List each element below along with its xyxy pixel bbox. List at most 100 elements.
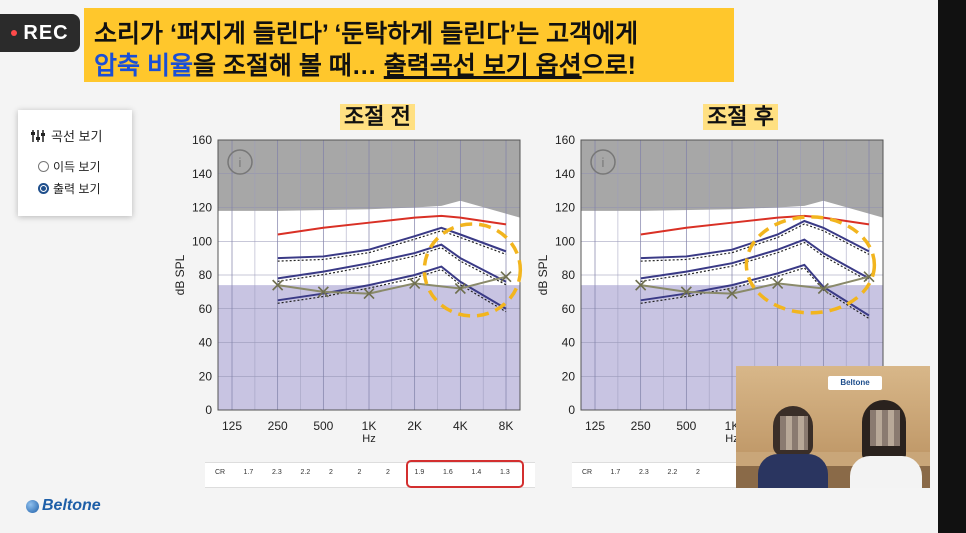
beltone-globe-icon (26, 499, 39, 513)
cr-cell: 2 (386, 469, 390, 476)
y-axis-label: dB SPL (536, 254, 550, 295)
y-tick-label: 80 (562, 268, 576, 282)
presenter-left (758, 406, 828, 488)
y-tick-label: 100 (555, 234, 575, 248)
chart-title-before: 조절 전 (340, 104, 415, 130)
presenter-camera-overlay: Beltone (736, 366, 930, 488)
threshold-marker (272, 279, 284, 291)
banner-text-mid: 을 조절해 볼 때… (192, 52, 384, 80)
threshold-marker (817, 282, 829, 295)
x-tick-label: 1K (725, 419, 740, 433)
y-tick-label: 20 (562, 369, 576, 383)
footer-beltone-logo: Beltone (26, 497, 101, 515)
cr-cell: 2.3 (639, 469, 649, 476)
output-curve (640, 263, 870, 317)
cr-cell: 1.7 (243, 469, 254, 476)
info-icon-glyph: i (602, 155, 605, 170)
output-chart-after: 0204060801001201401601252505001K2K4K8Kid… (536, 133, 884, 444)
cr-cell: 2 (357, 469, 362, 476)
highlight-ellipse (744, 215, 877, 315)
cr-cell: 1.7 (610, 469, 621, 476)
threshold-curve (277, 275, 507, 295)
y-tick-label: 80 (199, 268, 213, 282)
camera-beltone-logo: Beltone (828, 376, 882, 390)
option-output-view[interactable]: 출력 보기 (38, 180, 101, 197)
threshold-marker (500, 271, 512, 283)
radio-output-view[interactable] (38, 183, 49, 194)
threshold-marker (363, 287, 375, 300)
y-tick-label: 120 (192, 201, 212, 215)
cr-cell: 2.2 (300, 469, 311, 476)
x-axis-label: Hz (725, 433, 738, 444)
option-output-view-label: 출력 보기 (53, 182, 101, 196)
threshold-marker (317, 286, 329, 298)
option-gain-view-label: 이득 보기 (53, 160, 101, 174)
face-blur-right (870, 410, 900, 446)
threshold-marker (772, 277, 784, 290)
y-tick-label: 140 (555, 167, 575, 181)
option-gain-view[interactable]: 이득 보기 (38, 158, 101, 175)
output-curve (277, 226, 507, 260)
curve-view-options-panel: 곡선 보기 이득 보기 출력 보기 (18, 110, 132, 216)
x-tick-label: 500 (676, 419, 696, 433)
y-tick-label: 160 (192, 133, 212, 147)
rec-indicator: REC (0, 14, 80, 52)
compression-ratio-table-after: CR 1.7 2.3 2.2 2 (572, 462, 736, 488)
cr-cell: 1.3 (500, 469, 510, 476)
y-tick-label: 20 (199, 369, 213, 383)
banner-line-2: 압축 비율을 조절해 볼 때… 출력곡선 보기 옵션으로! (94, 46, 636, 82)
x-tick-label: 1K (362, 419, 377, 433)
banner-text-end: 으로! (581, 52, 636, 80)
plot-border (580, 139, 884, 411)
threshold-marker (680, 286, 692, 298)
y-axis-label: dB SPL (173, 254, 187, 295)
target-curve-dotted (277, 230, 507, 262)
banner-highlight-compression: 압축 비율 (94, 52, 193, 80)
radio-gain-view[interactable] (38, 161, 49, 172)
mpo-curve (277, 214, 507, 236)
x-tick-label: 250 (631, 419, 651, 433)
cr-cell: 2.3 (272, 469, 282, 476)
cr-cell: 2 (329, 469, 333, 476)
compression-ratio-table-before: CR 1.7 2.3 2.2 2 2 2 1.9 1.6 1.4 1.3 (205, 462, 535, 488)
threshold-marker (409, 277, 421, 290)
cr-cell: 1.9 (414, 469, 425, 476)
target-curve-dotted (640, 267, 870, 320)
threshold-marker (635, 279, 647, 291)
y-tick-label: 60 (199, 302, 213, 316)
banner-underline-option: 출력곡선 보기 옵션 (383, 52, 582, 80)
output-curve (277, 243, 507, 283)
cr-cell: 1.4 (471, 469, 482, 476)
cr-cell: 1.6 (443, 469, 453, 476)
output-curve (640, 238, 870, 280)
output-curve (640, 219, 870, 260)
x-tick-label: 8K (499, 419, 514, 433)
output-chart-before: 0 20 40 60 80 100 120 140 160 125 250 500 1K 2K 4K 8K i d… (173, 133, 523, 444)
y-tick-label: 140 (192, 167, 212, 181)
y-tick-label: 0 (205, 403, 212, 417)
cr-cell: CR (215, 469, 226, 476)
cr-cell: 2 (696, 469, 700, 476)
target-curve-dotted (640, 223, 870, 262)
x-axis-label: Hz (362, 433, 375, 444)
banner-line-1: 소리가 ‘퍼지게 들린다’ ‘둔탁하게 들린다’는 고객에게 (94, 20, 639, 48)
info-icon (590, 149, 616, 175)
sliders-icon (31, 129, 45, 142)
x-tick-label: 125 (222, 419, 242, 433)
title-banner: 소리가 ‘퍼지게 들린다’ ‘둔탁하게 들린다’는 고객에게 압축 비율을 조절… (84, 8, 734, 82)
face-blur-left (780, 416, 808, 450)
y-tick-label: 160 (555, 133, 575, 147)
highlight-ellipse (422, 222, 523, 318)
rec-dot-icon (11, 30, 18, 36)
presenter-right (848, 400, 924, 488)
x-tick-label: 2K (407, 419, 422, 433)
y-tick-label: 100 (192, 234, 212, 248)
y-tick-label: 120 (555, 201, 575, 215)
cr-highlight-box (406, 460, 524, 488)
x-tick-label: 4K (453, 419, 468, 433)
x-tick-label: 500 (313, 419, 333, 433)
output-curve (277, 265, 507, 310)
right-edge-bar (938, 0, 966, 533)
threshold-marker (726, 287, 738, 300)
rec-label: REC (23, 21, 69, 44)
